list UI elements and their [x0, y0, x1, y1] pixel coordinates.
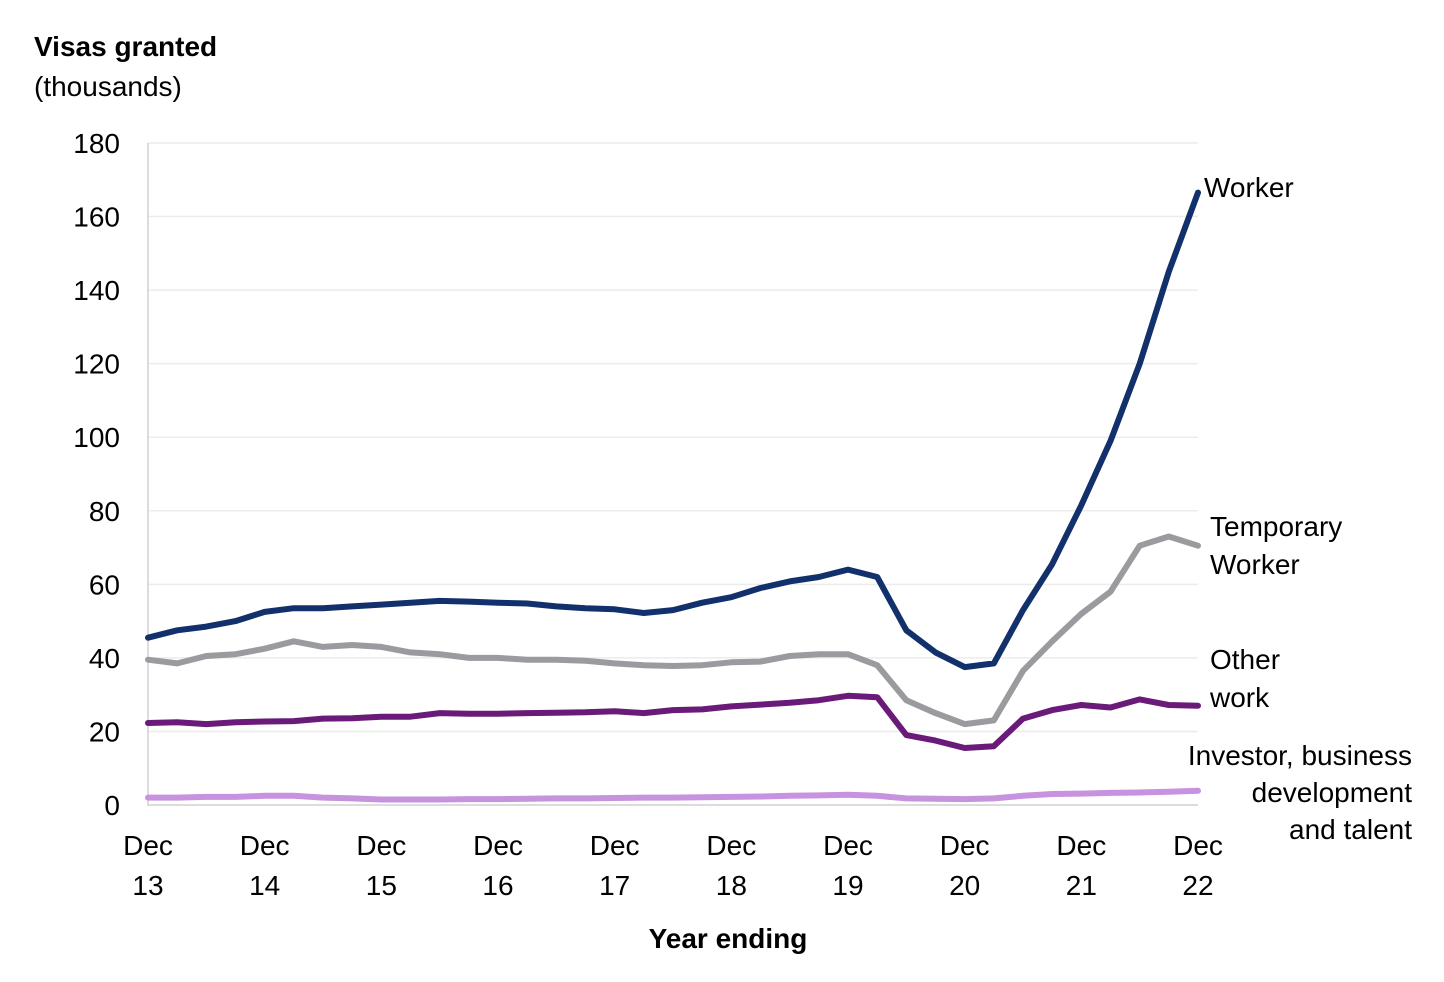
x-tick-label-year: 17 — [599, 870, 630, 901]
y-axis-ticks: 0 20 40 60 80 100 120 140 160 180 — [73, 128, 120, 821]
series-label-temporary-worker: Temporary Worker — [1210, 511, 1342, 580]
series-line-worker — [145, 189, 1201, 671]
x-tick-label-year: 16 — [482, 870, 513, 901]
y-tick-label: 40 — [89, 643, 120, 674]
gridlines — [148, 142, 1198, 733]
x-tick-label-year: 19 — [832, 870, 863, 901]
x-tick-label-month: Dec — [356, 830, 406, 861]
y-tick-label: 60 — [89, 569, 120, 600]
x-tick-label-year: 18 — [716, 870, 747, 901]
y-tick-label: 80 — [89, 496, 120, 527]
y-tick-label: 100 — [73, 422, 120, 453]
x-tick-label-year: 20 — [949, 870, 980, 901]
series-line-other-work — [145, 692, 1201, 751]
x-tick-label-month: Dec — [1173, 830, 1223, 861]
x-tick-label-month: Dec — [590, 830, 640, 861]
x-tick-label-year: 22 — [1182, 870, 1213, 901]
x-tick-label-month: Dec — [706, 830, 756, 861]
y-tick-label: 140 — [73, 275, 120, 306]
y-tick-label: 20 — [89, 716, 120, 747]
x-tick-label-year: 13 — [132, 870, 163, 901]
x-axis-title: Year ending — [649, 923, 808, 954]
series-label-worker: Worker — [1204, 172, 1294, 203]
x-tick-label-year: 14 — [249, 870, 280, 901]
y-tick-label: 160 — [73, 202, 120, 233]
series-line-temporary-worker — [145, 533, 1201, 728]
x-tick-label-year: 21 — [1066, 870, 1097, 901]
series-label-other-work: Other work — [1209, 644, 1280, 713]
x-tick-label-year: 15 — [366, 870, 397, 901]
x-tick-label-month: Dec — [240, 830, 290, 861]
axes — [147, 143, 1198, 806]
y-axis-subtitle: (thousands) — [34, 71, 182, 102]
x-tick-label-month: Dec — [473, 830, 523, 861]
series-label-investor-business-development-talent: Investor, business development and talent — [1188, 740, 1412, 845]
y-tick-label: 0 — [104, 790, 120, 821]
x-tick-label-month: Dec — [823, 830, 873, 861]
y-tick-label: 120 — [73, 349, 120, 380]
y-axis-title: Visas granted — [34, 31, 217, 62]
series-lines — [145, 189, 1201, 803]
x-axis-ticks: Dec 13 Dec 14 Dec 15 Dec 16 Dec 17 Dec 18 Dec 19 Dec 20… — [123, 830, 1223, 901]
x-tick-label-month: Dec — [123, 830, 173, 861]
series-line-investor-business-development-talent — [145, 787, 1201, 803]
x-tick-label-month: Dec — [940, 830, 990, 861]
series-labels: Worker Temporary Worker Other work Investor, … — [1188, 172, 1412, 845]
x-tick-label-month: Dec — [1056, 830, 1106, 861]
y-tick-label: 180 — [73, 128, 120, 159]
